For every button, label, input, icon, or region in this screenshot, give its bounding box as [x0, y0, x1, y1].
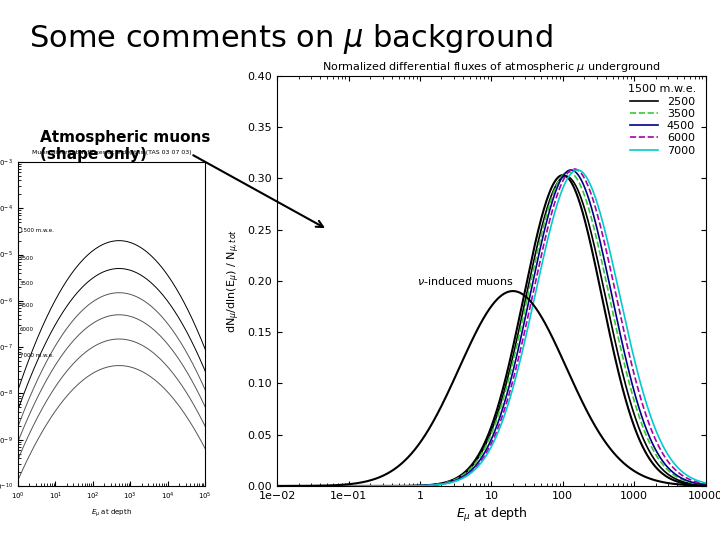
- Text: 7000 m.w.e.: 7000 m.w.e.: [19, 353, 53, 359]
- Title: Muon differential fluxes at 6 depths (TAS 03 07 03): Muon differential fluxes at 6 depths (TA…: [32, 150, 192, 154]
- Title: Normalized differential fluxes of atmospheric $\mu$ underground: Normalized differential fluxes of atmosp…: [322, 60, 661, 74]
- Text: 3500: 3500: [19, 281, 34, 286]
- Text: Some comments on $\mu$ background: Some comments on $\mu$ background: [29, 22, 552, 56]
- Text: Atmospheric muons
(shape only): Atmospheric muons (shape only): [40, 130, 210, 162]
- Y-axis label: dN$_{\mu}$/dln(E$_{\mu}$) / N$_{\mu,tot}$: dN$_{\mu}$/dln(E$_{\mu}$) / N$_{\mu,tot}…: [225, 229, 242, 333]
- Text: 2500: 2500: [19, 256, 34, 261]
- Text: $\nu$-induced muons: $\nu$-induced muons: [417, 275, 514, 287]
- Text: 6000: 6000: [19, 327, 34, 332]
- X-axis label: $E_{\mu}$ at depth: $E_{\mu}$ at depth: [91, 508, 132, 519]
- X-axis label: $E_{\mu}$ at depth: $E_{\mu}$ at depth: [456, 507, 527, 524]
- Text: 1500 m.w.e.: 1500 m.w.e.: [19, 228, 53, 233]
- Text: 4500: 4500: [19, 302, 34, 308]
- Legend: 2500, 3500, 4500, 6000, 7000: 2500, 3500, 4500, 6000, 7000: [625, 81, 700, 159]
